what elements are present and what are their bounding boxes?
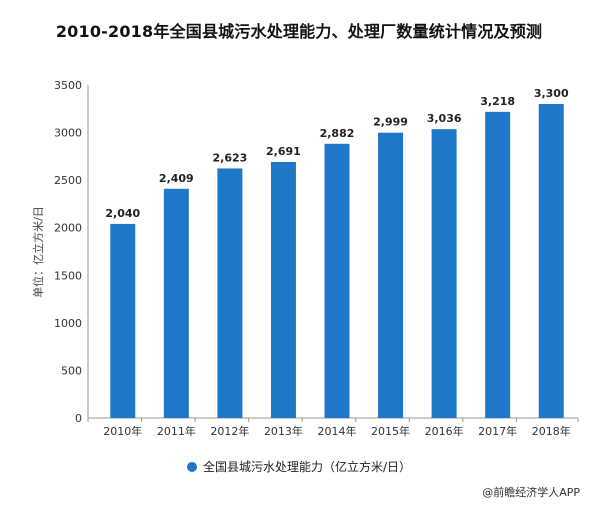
- x-tick-label: 2018年: [532, 424, 571, 438]
- data-label: 3,300: [534, 87, 569, 100]
- data-label: 2,623: [212, 151, 247, 164]
- data-label: 2,999: [373, 116, 408, 129]
- bar: [378, 132, 404, 418]
- y-axis-label: 单位：亿立方米/日: [31, 206, 45, 298]
- legend: 全国县城污水处理能力（亿立方米/日）: [0, 458, 598, 475]
- y-tick-label: 1000: [54, 317, 82, 330]
- data-label: 2,691: [266, 145, 301, 158]
- bar: [270, 161, 296, 418]
- data-label: 3,218: [480, 95, 515, 108]
- bar: [217, 168, 243, 418]
- data-labels: 2,040 2,409 2,623 2,691 2,882 2,999 3,036 3,218…: [105, 87, 569, 220]
- y-tick-label: 1500: [54, 269, 82, 282]
- x-tick-label: 2010年: [103, 424, 142, 438]
- bar: [110, 223, 136, 418]
- x-tick-label: 2016年: [425, 424, 464, 438]
- data-label: 2,882: [320, 127, 355, 140]
- legend-label: 全国县城污水处理能力（亿立方米/日）: [202, 460, 412, 474]
- x-tick-label: 2012年: [210, 424, 249, 438]
- x-tick-label: 2011年: [157, 424, 196, 438]
- y-tick-label: 0: [75, 412, 82, 425]
- y-tick-label: 2500: [54, 174, 82, 187]
- bar: [431, 129, 457, 418]
- y-tick-label: 3500: [54, 79, 82, 92]
- legend-swatch: [186, 462, 197, 472]
- data-label: 2,040: [105, 207, 140, 220]
- y-tick-label: 3000: [54, 127, 82, 140]
- x-tick-label: 2014年: [318, 424, 357, 438]
- bar: [163, 188, 189, 418]
- bars: [110, 104, 564, 419]
- data-label: 2,409: [159, 172, 194, 185]
- data-label: 3,036: [427, 112, 462, 125]
- y-tick-label: 500: [61, 364, 82, 377]
- bar: [485, 111, 511, 418]
- chart-title: 2010-2018年全国县城污水处理能力、处理厂数量统计情况及预测: [55, 22, 543, 41]
- source-credit: @前瞻经济学人APP: [482, 486, 580, 499]
- x-tick-label: 2013年: [264, 424, 303, 438]
- y-axis: 0 500 1000 1500 2000 2500 3000 3500: [54, 79, 89, 425]
- y-tick-label: 2000: [54, 222, 82, 235]
- bar: [538, 104, 564, 419]
- x-tick-label: 2017年: [478, 424, 517, 438]
- bar: [324, 143, 350, 418]
- x-tick-label: 2015年: [371, 424, 410, 438]
- x-axis: 2010年 2011年 2012年 2013年 2014年 2015年 2016年 2017年…: [87, 417, 579, 438]
